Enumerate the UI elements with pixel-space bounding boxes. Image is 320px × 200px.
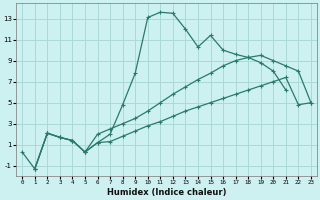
X-axis label: Humidex (Indice chaleur): Humidex (Indice chaleur): [107, 188, 226, 197]
